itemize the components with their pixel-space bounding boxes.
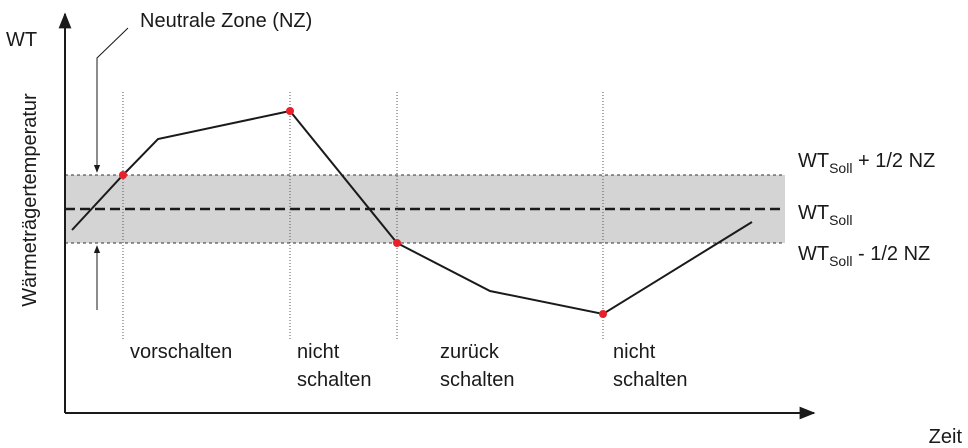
band-label: WTSoll - 1/2 NZ [798, 243, 930, 269]
leader-line [96, 27, 129, 168]
region-label: schalten [297, 369, 372, 391]
annotation: Neutrale Zone (NZ) [140, 10, 312, 32]
switch-points [119, 107, 607, 318]
region-label: zurück [440, 341, 500, 363]
band-label: WTSoll [798, 202, 852, 228]
temperature-curve [71, 109, 753, 316]
region-label: nicht [613, 341, 656, 363]
region-label: schalten [613, 369, 688, 391]
x-label: Zeit [929, 426, 963, 448]
band-label: WTSoll + 1/2 NZ [798, 150, 935, 176]
y-label: WT [6, 29, 37, 51]
region-dividers [122, 92, 604, 340]
region-label: nicht [297, 341, 340, 363]
y-title: Wärmeträgertemperatur [19, 93, 41, 307]
region-label: schalten [440, 369, 515, 391]
region-label: vorschalten [130, 341, 232, 363]
